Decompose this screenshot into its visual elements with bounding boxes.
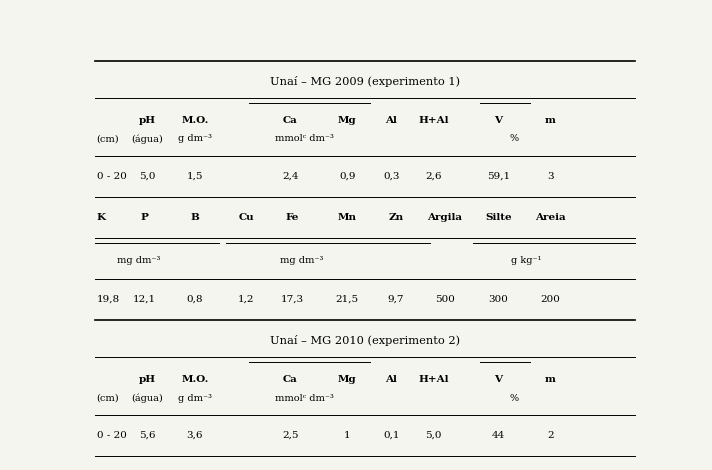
Text: 44: 44 <box>492 431 505 439</box>
Text: V: V <box>494 375 503 384</box>
Text: 2,6: 2,6 <box>425 172 441 180</box>
Text: mg dm⁻³: mg dm⁻³ <box>280 256 323 265</box>
Text: (água): (água) <box>131 134 163 144</box>
Text: Unaí – MG 2010 (experimento 2): Unaí – MG 2010 (experimento 2) <box>270 335 460 346</box>
Text: pH: pH <box>138 116 155 125</box>
Text: m: m <box>545 116 556 125</box>
Text: 3: 3 <box>547 172 554 180</box>
Text: Al: Al <box>385 375 397 384</box>
Text: 0,3: 0,3 <box>383 172 399 180</box>
Text: mmolᶜ dm⁻³: mmolᶜ dm⁻³ <box>275 393 334 402</box>
Text: Mg: Mg <box>338 375 357 384</box>
Text: 2: 2 <box>547 431 554 439</box>
Text: 5,0: 5,0 <box>425 431 441 439</box>
Text: 1: 1 <box>344 431 350 439</box>
Text: 200: 200 <box>540 295 560 304</box>
Text: 9,7: 9,7 <box>387 295 404 304</box>
Text: g dm⁻³: g dm⁻³ <box>178 393 212 402</box>
Text: 21,5: 21,5 <box>335 295 359 304</box>
Text: Silte: Silte <box>485 212 512 221</box>
Text: Al: Al <box>385 116 397 125</box>
Text: (água): (água) <box>131 393 163 403</box>
Text: 300: 300 <box>488 295 508 304</box>
Text: Cu: Cu <box>239 212 254 221</box>
Text: 5,0: 5,0 <box>139 172 155 180</box>
Text: 0,8: 0,8 <box>187 295 203 304</box>
Text: %: % <box>509 134 518 143</box>
Text: B: B <box>191 212 199 221</box>
Text: V: V <box>494 116 503 125</box>
Text: M.O.: M.O. <box>182 375 209 384</box>
Text: m: m <box>545 375 556 384</box>
Text: 2,5: 2,5 <box>282 431 298 439</box>
Text: 17,3: 17,3 <box>281 295 303 304</box>
Text: g dm⁻³: g dm⁻³ <box>178 134 212 143</box>
Text: 5,6: 5,6 <box>139 431 155 439</box>
Text: mg dm⁻³: mg dm⁻³ <box>117 256 160 265</box>
Text: Argila: Argila <box>427 212 462 221</box>
Text: Fe: Fe <box>286 212 299 221</box>
Text: (cm): (cm) <box>97 393 120 402</box>
Text: Mn: Mn <box>337 212 357 221</box>
Text: 12,1: 12,1 <box>132 295 156 304</box>
Text: Unaí – MG 2009 (experimento 1): Unaí – MG 2009 (experimento 1) <box>270 76 460 86</box>
Text: H+Al: H+Al <box>418 375 449 384</box>
Text: %: % <box>509 393 518 402</box>
Text: mmolᶜ dm⁻³: mmolᶜ dm⁻³ <box>275 134 334 143</box>
Text: 2,4: 2,4 <box>282 172 298 180</box>
Text: Areia: Areia <box>535 212 565 221</box>
Text: pH: pH <box>138 375 155 384</box>
Text: 59,1: 59,1 <box>487 172 510 180</box>
Text: Mg: Mg <box>338 116 357 125</box>
Text: M.O.: M.O. <box>182 116 209 125</box>
Text: 19,8: 19,8 <box>97 295 120 304</box>
Text: H+Al: H+Al <box>418 116 449 125</box>
Text: 1,5: 1,5 <box>187 172 203 180</box>
Text: Zn: Zn <box>388 212 404 221</box>
Text: K: K <box>97 212 106 221</box>
Text: g kg⁻¹: g kg⁻¹ <box>511 256 541 265</box>
Text: 1,2: 1,2 <box>238 295 254 304</box>
Text: 0 - 20: 0 - 20 <box>97 172 127 180</box>
Text: 0,1: 0,1 <box>383 431 399 439</box>
Text: Ca: Ca <box>283 116 298 125</box>
Text: 500: 500 <box>435 295 455 304</box>
Text: P: P <box>140 212 148 221</box>
Text: 3,6: 3,6 <box>187 431 203 439</box>
Text: 0,9: 0,9 <box>339 172 355 180</box>
Text: 0 - 20: 0 - 20 <box>97 431 127 439</box>
Text: (cm): (cm) <box>97 134 120 143</box>
Text: Ca: Ca <box>283 375 298 384</box>
